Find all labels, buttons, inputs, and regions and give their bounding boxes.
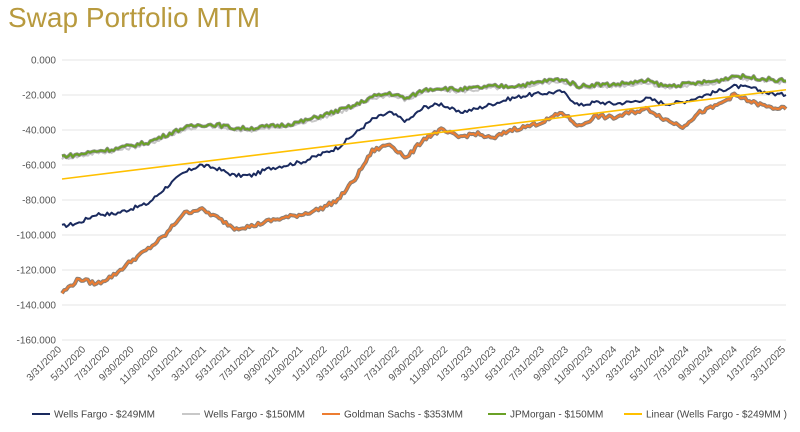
y-tick-label: -140.000: [17, 301, 57, 312]
legend-label: Wells Fargo - $249MM: [54, 410, 155, 421]
legend-wells-fargo-150mm: Wells Fargo - $150MM: [182, 410, 305, 421]
y-tick-label: -40.000: [22, 126, 56, 137]
legend-label: Wells Fargo - $150MM: [204, 410, 305, 421]
legend: Wells Fargo - $249MM Wells Fargo - $150MM…: [32, 410, 787, 421]
legend-label: JPMorgan - $150MM: [510, 410, 603, 421]
series-goldman-sachs-353mm: [61, 92, 787, 294]
y-tick-label: -120.000: [17, 266, 57, 277]
legend-linear-wells-fargo: Linear (Wells Fargo - $249MM ): [624, 410, 787, 421]
series-wells-fargo-249mm: [61, 83, 787, 228]
y-tick-label: -80.000: [22, 196, 56, 207]
legend-goldman-sachs-353mm: Goldman Sachs - $353MM: [322, 410, 463, 421]
y-axis: 0.000 -20.000 -40.000 -60.000 -80.000 -100.00…: [17, 56, 57, 347]
legend-wells-fargo-249mm: Wells Fargo - $249MM: [32, 410, 155, 421]
legend-label: Linear (Wells Fargo - $249MM ): [646, 410, 787, 421]
y-tick-label: -100.000: [17, 231, 57, 242]
y-tick-label: 0.000: [31, 56, 56, 67]
y-tick-label: -20.000: [22, 91, 56, 102]
series-jpmorgan-150mm: [61, 73, 787, 159]
y-tick-label: -160.000: [17, 336, 57, 347]
series-linear-trendline: [61, 88, 787, 180]
series-lines: [60, 72, 788, 295]
x-axis: 3/31/20205/31/20207/31/20209/30/202011/3…: [25, 344, 789, 387]
y-tick-label: -60.000: [22, 161, 56, 172]
legend-label: Goldman Sachs - $353MM: [344, 410, 463, 421]
chart-title: Swap Portfolio MTM: [8, 2, 261, 33]
legend-jpmorgan-150mm: JPMorgan - $150MM: [488, 410, 603, 421]
